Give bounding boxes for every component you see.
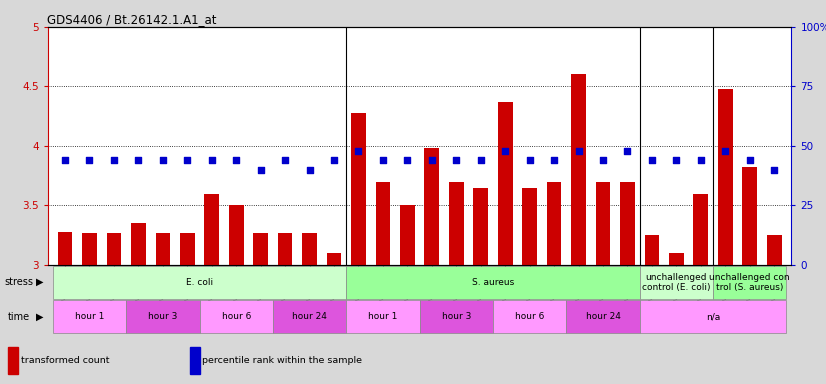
Text: unchallenged con
trol (S. aureus): unchallenged con trol (S. aureus): [710, 273, 790, 292]
Bar: [596, 182, 610, 265]
Bar: [155, 233, 170, 265]
Bar: [254, 233, 268, 265]
Bar: [449, 182, 463, 265]
Bar: [8, 346, 18, 374]
Bar: [420, 300, 493, 333]
Bar: [53, 266, 346, 299]
Text: ▶: ▶: [36, 277, 43, 287]
Point: [767, 167, 781, 173]
Bar: [131, 223, 145, 265]
Bar: [620, 182, 635, 265]
Text: S. aureus: S. aureus: [472, 278, 514, 287]
Bar: [53, 300, 126, 333]
Point: [474, 157, 487, 163]
Bar: [82, 233, 97, 265]
Bar: [107, 233, 121, 265]
Point: [523, 157, 536, 163]
Bar: [767, 235, 781, 265]
Point: [401, 157, 414, 163]
Bar: [204, 194, 219, 265]
Point: [670, 157, 683, 163]
Text: GDS4406 / Bt.26142.1.A1_at: GDS4406 / Bt.26142.1.A1_at: [47, 13, 216, 26]
Text: hour 3: hour 3: [442, 312, 471, 321]
Bar: [126, 300, 200, 333]
Bar: [498, 102, 512, 265]
Point: [230, 157, 243, 163]
Point: [327, 157, 340, 163]
Bar: [346, 266, 639, 299]
Bar: [190, 346, 200, 374]
Point: [156, 157, 169, 163]
Point: [303, 167, 316, 173]
Bar: [58, 232, 73, 265]
Bar: [302, 233, 317, 265]
Bar: [180, 233, 195, 265]
Point: [352, 147, 365, 154]
Text: hour 6: hour 6: [221, 312, 251, 321]
Bar: [200, 300, 273, 333]
Text: hour 24: hour 24: [292, 312, 327, 321]
Bar: [425, 148, 439, 265]
Point: [743, 157, 757, 163]
Bar: [473, 188, 488, 265]
Bar: [713, 266, 786, 299]
Point: [645, 157, 658, 163]
Point: [449, 157, 463, 163]
Bar: [229, 205, 244, 265]
Text: time: time: [8, 312, 31, 322]
Text: unchallenged
control (E. coli): unchallenged control (E. coli): [642, 273, 710, 292]
Text: stress: stress: [4, 277, 33, 287]
Text: percentile rank within the sample: percentile rank within the sample: [202, 356, 363, 364]
Point: [59, 157, 72, 163]
Point: [548, 157, 561, 163]
Text: E. coli: E. coli: [186, 278, 213, 287]
Text: hour 24: hour 24: [586, 312, 620, 321]
Bar: [351, 113, 366, 265]
Text: hour 3: hour 3: [148, 312, 178, 321]
Bar: [327, 253, 341, 265]
Bar: [376, 182, 390, 265]
Bar: [743, 167, 757, 265]
Bar: [644, 235, 659, 265]
Point: [572, 147, 585, 154]
Bar: [273, 300, 346, 333]
Text: hour 6: hour 6: [515, 312, 544, 321]
Point: [278, 157, 292, 163]
Bar: [567, 300, 639, 333]
Bar: [400, 205, 415, 265]
Bar: [639, 300, 786, 333]
Point: [181, 157, 194, 163]
Point: [621, 147, 634, 154]
Bar: [278, 233, 292, 265]
Point: [132, 157, 145, 163]
Text: ▶: ▶: [36, 312, 43, 322]
Point: [254, 167, 268, 173]
Point: [596, 157, 610, 163]
Text: transformed count: transformed count: [21, 356, 109, 364]
Point: [425, 157, 439, 163]
Bar: [718, 89, 733, 265]
Text: hour 1: hour 1: [368, 312, 397, 321]
Bar: [547, 182, 562, 265]
Text: n/a: n/a: [706, 312, 720, 321]
Bar: [522, 188, 537, 265]
Bar: [572, 74, 586, 265]
Point: [499, 147, 512, 154]
Text: hour 1: hour 1: [75, 312, 104, 321]
Bar: [639, 266, 713, 299]
Point: [377, 157, 390, 163]
Point: [719, 147, 732, 154]
Bar: [694, 194, 708, 265]
Bar: [493, 300, 567, 333]
Point: [205, 157, 218, 163]
Bar: [669, 253, 684, 265]
Point: [83, 157, 96, 163]
Point: [107, 157, 121, 163]
Bar: [346, 300, 420, 333]
Point: [694, 157, 707, 163]
